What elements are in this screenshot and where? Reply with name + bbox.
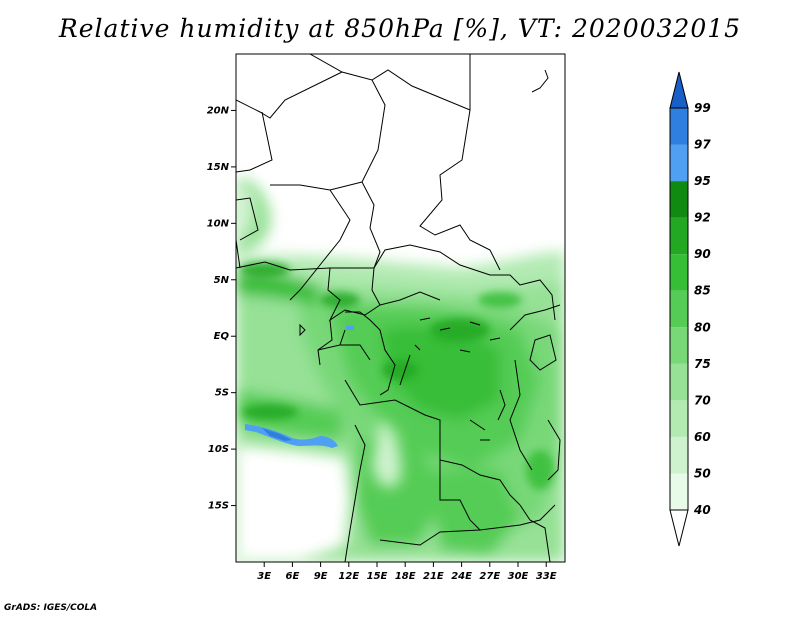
colorbar-label: 40 (693, 503, 711, 517)
colorbar-label: 70 (694, 393, 711, 407)
colorbar-label: 97 (694, 138, 711, 152)
humidity-field (236, 54, 565, 562)
colorbar-label: 90 (694, 247, 711, 261)
colorbar-label: 99 (694, 101, 711, 115)
lat-tick-label: EQ (214, 331, 230, 342)
colorbar-bin (670, 108, 688, 145)
colorbar-bin (670, 254, 688, 291)
lon-tick-label: 33E (536, 571, 557, 582)
colorbar-bin (670, 144, 688, 182)
colorbar-label: 75 (694, 357, 711, 371)
chart-title: Relative humidity at 850hPa [%], VT: 202… (58, 14, 742, 43)
lon-tick-label: 15E (367, 571, 388, 582)
colorbar-label: 80 (694, 320, 711, 334)
colorbar-bin (670, 217, 688, 255)
lat-tick-label: 5N (214, 275, 230, 286)
colorbar-label: 92 (694, 211, 711, 225)
lat-tick-label: 10S (208, 444, 229, 455)
colorbar-bin (670, 327, 688, 364)
colorbar-bin (670, 363, 688, 401)
colorbar: 40 50 60 70 75 80 85 90 92 95 97 99 (669, 71, 711, 547)
longitude-axis: 3E 6E 9E 12E 15E 18E 21E 24E 27E 30E 33E (257, 562, 557, 582)
latitude-axis: 20N 15N 10N 5N EQ 5S 10S 15S (207, 105, 236, 512)
map-frame (235, 53, 566, 563)
colorbar-bin (670, 400, 688, 437)
colorbar-under-triangle (669, 509, 689, 547)
lat-tick-label: 20N (207, 105, 230, 116)
lat-tick-label: 10N (207, 218, 230, 229)
lat-tick-label: 15N (207, 162, 230, 173)
colorbar-bin (670, 290, 688, 328)
colorbar-label: 95 (694, 174, 711, 188)
lat-tick-label: 15S (208, 501, 229, 512)
colorbar-bin (670, 181, 688, 218)
lat-tick-label: 5S (215, 388, 229, 399)
lon-tick-label: 30E (508, 571, 529, 582)
country-borders (236, 54, 561, 562)
lon-tick-label: 27E (479, 571, 500, 582)
lon-tick-label: 24E (451, 571, 472, 582)
lon-tick-label: 12E (338, 571, 359, 582)
colorbar-label: 60 (694, 430, 711, 444)
colorbar-bin (670, 436, 688, 474)
lon-tick-label: 21E (423, 571, 444, 582)
lon-tick-label: 9E (314, 571, 328, 582)
grads-credit: GrADS: IGES/COLA (4, 603, 98, 613)
colorbar-over-triangle (669, 71, 689, 109)
colorbar-label: 85 (694, 284, 711, 298)
lon-tick-label: 3E (257, 571, 271, 582)
lon-tick-label: 18E (395, 571, 416, 582)
lon-tick-label: 6E (286, 571, 300, 582)
colorbar-bin (670, 473, 688, 510)
colorbar-label: 50 (694, 466, 711, 480)
